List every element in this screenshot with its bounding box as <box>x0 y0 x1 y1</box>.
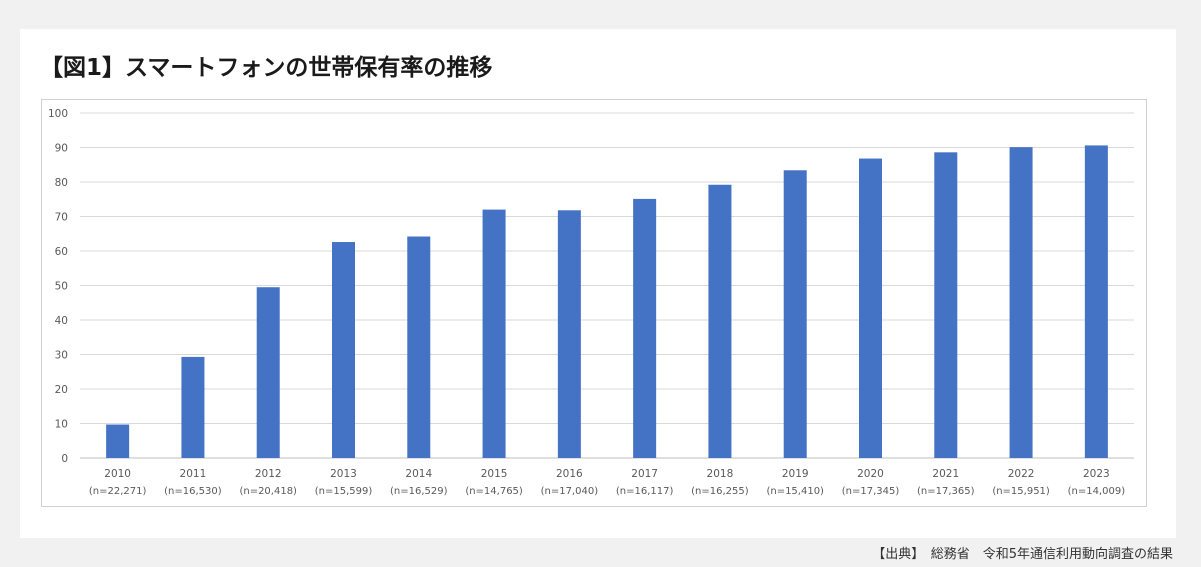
bar-2022 <box>1009 147 1033 458</box>
x-tick-label: 2013 <box>330 468 357 480</box>
sample-size-label: (n=16,117) <box>616 486 674 497</box>
sample-size-label: (n=14,765) <box>465 486 523 497</box>
bar-2020 <box>859 158 882 458</box>
x-tick-label: 2022 <box>1008 468 1035 480</box>
x-tick-label: 2011 <box>180 468 207 480</box>
y-tick-label: 60 <box>55 246 68 258</box>
sample-size-label: (n=17,365) <box>917 486 975 497</box>
y-tick-label: 70 <box>55 212 68 224</box>
sample-size-label: (n=16,529) <box>390 486 448 497</box>
x-tick-label: 2020 <box>857 468 884 480</box>
sample-size-label: (n=15,951) <box>992 486 1050 497</box>
y-tick-label: 40 <box>55 315 68 327</box>
sample-size-label: (n=15,410) <box>766 486 824 497</box>
y-tick-label: 20 <box>55 384 68 396</box>
sample-size-label: (n=16,255) <box>691 486 749 497</box>
x-tick-label: 2010 <box>104 468 131 480</box>
bar-2011 <box>181 356 205 458</box>
bars <box>106 145 1108 458</box>
bar-2016 <box>557 210 581 458</box>
y-axis-ticks: 0 10 20 30 40 50 60 70 80 90 100 <box>48 108 68 465</box>
y-tick-label: 80 <box>55 177 68 189</box>
bar-2017 <box>633 198 657 458</box>
sample-size-label: (n=15,599) <box>315 486 373 497</box>
x-tick-label: 2012 <box>255 468 282 480</box>
sample-size-label: (n=17,040) <box>541 486 599 497</box>
bar-2012 <box>256 287 280 458</box>
y-tick-label: 100 <box>48 108 68 120</box>
source-note: 【出典】 総務省 令和5年通信利用動向調査の結果 <box>872 547 1173 562</box>
y-tick-label: 0 <box>61 453 68 465</box>
chart-area: 0 10 20 30 40 50 60 70 80 90 100 2010 (n=22,271) 201… <box>41 99 1147 507</box>
x-tick-label: 2014 <box>405 468 432 480</box>
y-tick-label: 90 <box>55 143 68 155</box>
bar-2013 <box>332 242 355 458</box>
x-tick-label: 2019 <box>782 468 809 480</box>
x-tick-label: 2018 <box>707 468 734 480</box>
sample-size-label: (n=20,418) <box>239 486 297 497</box>
x-tick-label: 2023 <box>1083 468 1110 480</box>
y-tick-label: 10 <box>55 419 68 431</box>
gridlines <box>80 112 1134 459</box>
bar-2021 <box>934 152 958 458</box>
bar-2023 <box>1084 145 1108 458</box>
x-tick-label: 2016 <box>556 468 583 480</box>
x-tick-label: 2015 <box>481 468 508 480</box>
sample-size-label: (n=22,271) <box>89 486 147 497</box>
chart-title: 【図1】スマートフォンの世帯保有率の推移 <box>40 55 493 81</box>
x-tick-label: 2021 <box>932 468 959 480</box>
sample-size-label: (n=17,345) <box>842 486 900 497</box>
sample-size-label: (n=16,530) <box>164 486 222 497</box>
bar-2019 <box>783 170 807 458</box>
y-tick-label: 50 <box>55 281 68 293</box>
bar-2015 <box>482 209 506 458</box>
y-tick-label: 30 <box>55 350 68 362</box>
bar-2018 <box>708 184 732 458</box>
x-axis-ticks: 2010 (n=22,271) 2011 (n=16,530) 2012 (n=20,41… <box>89 468 1125 497</box>
bar-2010 <box>106 424 130 458</box>
bar-2014 <box>407 236 431 458</box>
sample-size-label: (n=14,009) <box>1068 486 1126 497</box>
x-tick-label: 2017 <box>631 468 658 480</box>
